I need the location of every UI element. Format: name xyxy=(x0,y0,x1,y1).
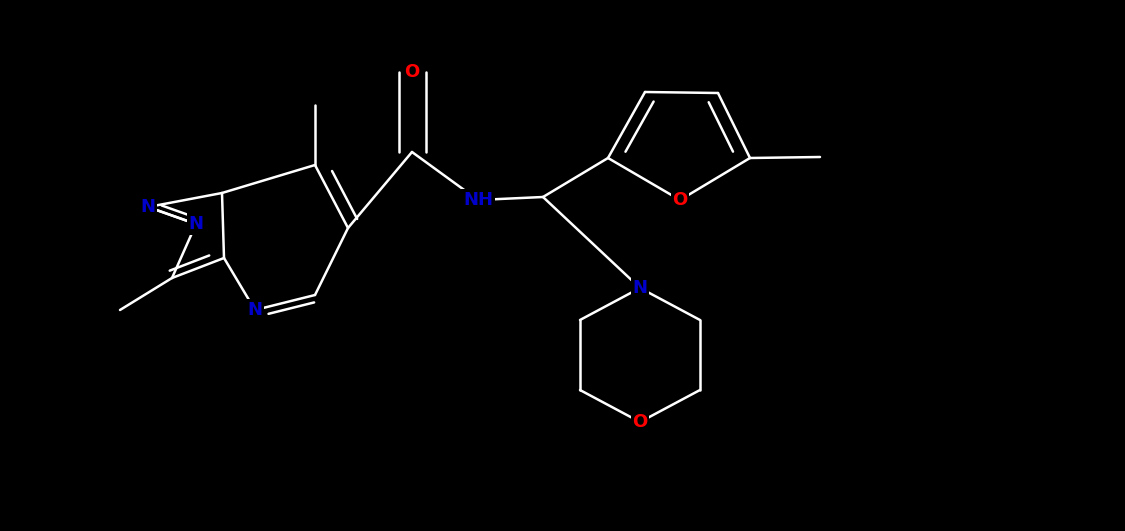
Text: O: O xyxy=(632,413,648,431)
Text: N: N xyxy=(248,301,262,319)
Text: N: N xyxy=(632,279,648,297)
Text: O: O xyxy=(404,63,420,81)
Text: O: O xyxy=(673,191,687,209)
Text: NH: NH xyxy=(464,191,493,209)
Text: N: N xyxy=(189,215,204,233)
Text: N: N xyxy=(141,198,155,216)
